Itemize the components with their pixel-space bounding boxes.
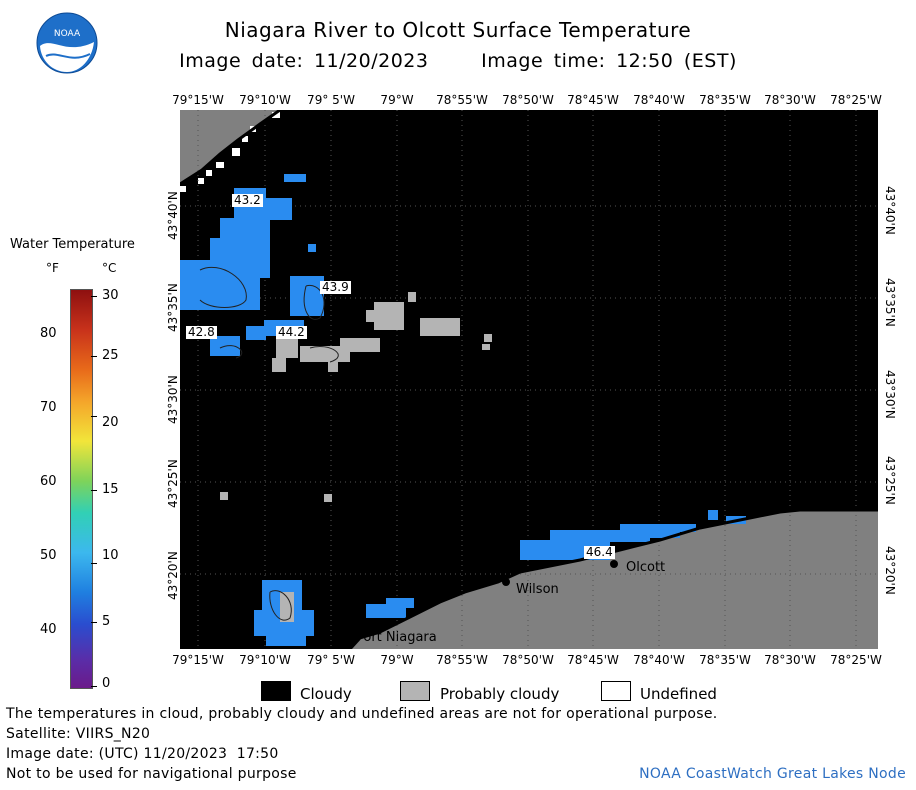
place-label-port-niagara: Port Niagara: [356, 630, 437, 645]
note-operational: The temperatures in cloud, probably clou…: [6, 706, 718, 722]
tick-c-15: 15: [102, 482, 119, 497]
lon-label-bottom: 79° 5'W: [307, 653, 355, 667]
map-canvas: [180, 110, 878, 649]
tick-f-80: 80: [40, 326, 57, 341]
place-marker: [610, 560, 618, 568]
lon-label-bottom: 78°50'W: [502, 653, 554, 667]
temp-label: 42.8: [186, 325, 217, 339]
note-navigation: Not to be used for navigational purpose: [6, 766, 297, 782]
lon-label-bottom: 79°W: [380, 653, 414, 667]
lon-label-top: 78°50'W: [502, 93, 554, 107]
tick-c-30: 30: [102, 288, 119, 303]
temperature-colorbar: [70, 289, 93, 689]
lon-label-top: 78°40'W: [633, 93, 685, 107]
note-satellite: Satellite: VIIRS_N20: [6, 726, 151, 742]
place-label-wilson: Wilson: [516, 582, 559, 597]
land-us: [350, 510, 878, 649]
lat-label-right: 43°25'N: [883, 456, 897, 505]
lon-label-bottom: 78°45'W: [567, 653, 619, 667]
temp-label: 43.9: [320, 280, 351, 294]
lon-label-bottom: 78°35'W: [699, 653, 751, 667]
tick-f-60: 60: [40, 474, 57, 489]
lon-label-top: 79°10'W: [239, 93, 291, 107]
lat-label-right: 43°20'N: [883, 546, 897, 595]
lon-label-bottom: 79°10'W: [239, 653, 291, 667]
temperature-map: 43.2 43.9 42.8 44.2 46.4 Port Niagara Wi…: [180, 110, 878, 649]
logo-text: NOAA: [54, 29, 81, 39]
tick-c-25: 25: [102, 348, 119, 363]
place-label-olcott: Olcott: [626, 560, 666, 575]
lat-label-left: 43°30'N: [166, 375, 180, 424]
isotherm-lines: [199, 266, 339, 621]
lon-label-top: 78°45'W: [567, 93, 619, 107]
tick-c-20: 20: [102, 415, 119, 430]
lat-label-right: 43°35'N: [883, 278, 897, 327]
tick-f-70: 70: [40, 400, 57, 415]
tick-c-10: 10: [102, 548, 119, 563]
lat-label-right: 43°40'N: [883, 186, 897, 235]
temp-label: 44.2: [276, 325, 307, 339]
key-undefined-swatch: [601, 681, 631, 701]
probably-cloudy-pixels: [220, 292, 492, 622]
tick-f-40: 40: [40, 622, 57, 637]
temp-label: 46.4: [584, 545, 615, 559]
lon-label-bottom: 78°30'W: [764, 653, 816, 667]
lat-label-left: 43°20'N: [166, 551, 180, 600]
lon-label-bottom: 78°25'W: [830, 653, 882, 667]
page-title: Niagara River to Olcott Surface Temperat…: [224, 18, 692, 42]
image-datetime: Image date: 11/20/2023 Image time: 12:50…: [179, 50, 737, 72]
lon-label-top: 78°30'W: [764, 93, 816, 107]
noaa-logo-icon: NOAA: [36, 12, 98, 74]
lat-label-right: 43°30'N: [883, 370, 897, 419]
lon-label-bottom: 78°55'W: [436, 653, 488, 667]
unit-celsius: °C: [102, 261, 117, 275]
key-cloudy-swatch: [261, 681, 291, 701]
credit-link[interactable]: NOAA CoastWatch Great Lakes Node: [639, 766, 906, 782]
lon-label-top: 79°15'W: [172, 93, 224, 107]
lon-label-bottom: 79°15'W: [172, 653, 224, 667]
place-marker: [502, 578, 510, 586]
lat-label-left: 43°25'N: [166, 459, 180, 508]
temp-label: 43.2: [232, 193, 263, 207]
tick-c-5: 5: [102, 614, 111, 629]
shoreline-us: [348, 508, 878, 649]
lon-label-top: 78°25'W: [830, 93, 882, 107]
tick-f-50: 50: [40, 548, 57, 563]
lon-label-bottom: 78°40'W: [633, 653, 685, 667]
legend-title: Water Temperature: [10, 237, 135, 252]
key-cloudy-label: Cloudy: [300, 685, 352, 703]
lat-label-left: 43°35'N: [166, 283, 180, 332]
shoreline-canada: [180, 110, 281, 186]
place-marker: [336, 626, 344, 634]
lat-label-left: 43°40'N: [166, 191, 180, 240]
lon-label-top: 78°55'W: [436, 93, 488, 107]
lon-label-top: 78°35'W: [699, 93, 751, 107]
key-probably-cloudy-label: Probably cloudy: [440, 685, 560, 703]
lon-label-top: 79° 5'W: [307, 93, 355, 107]
key-undefined-label: Undefined: [640, 685, 717, 703]
unit-fahrenheit: °F: [46, 261, 59, 275]
lon-label-top: 79°W: [380, 93, 414, 107]
tick-c-0: 0: [102, 676, 111, 691]
note-utc-date: Image date: (UTC) 11/20/2023 17:50: [6, 746, 279, 762]
key-probably-cloudy-swatch: [400, 681, 430, 701]
